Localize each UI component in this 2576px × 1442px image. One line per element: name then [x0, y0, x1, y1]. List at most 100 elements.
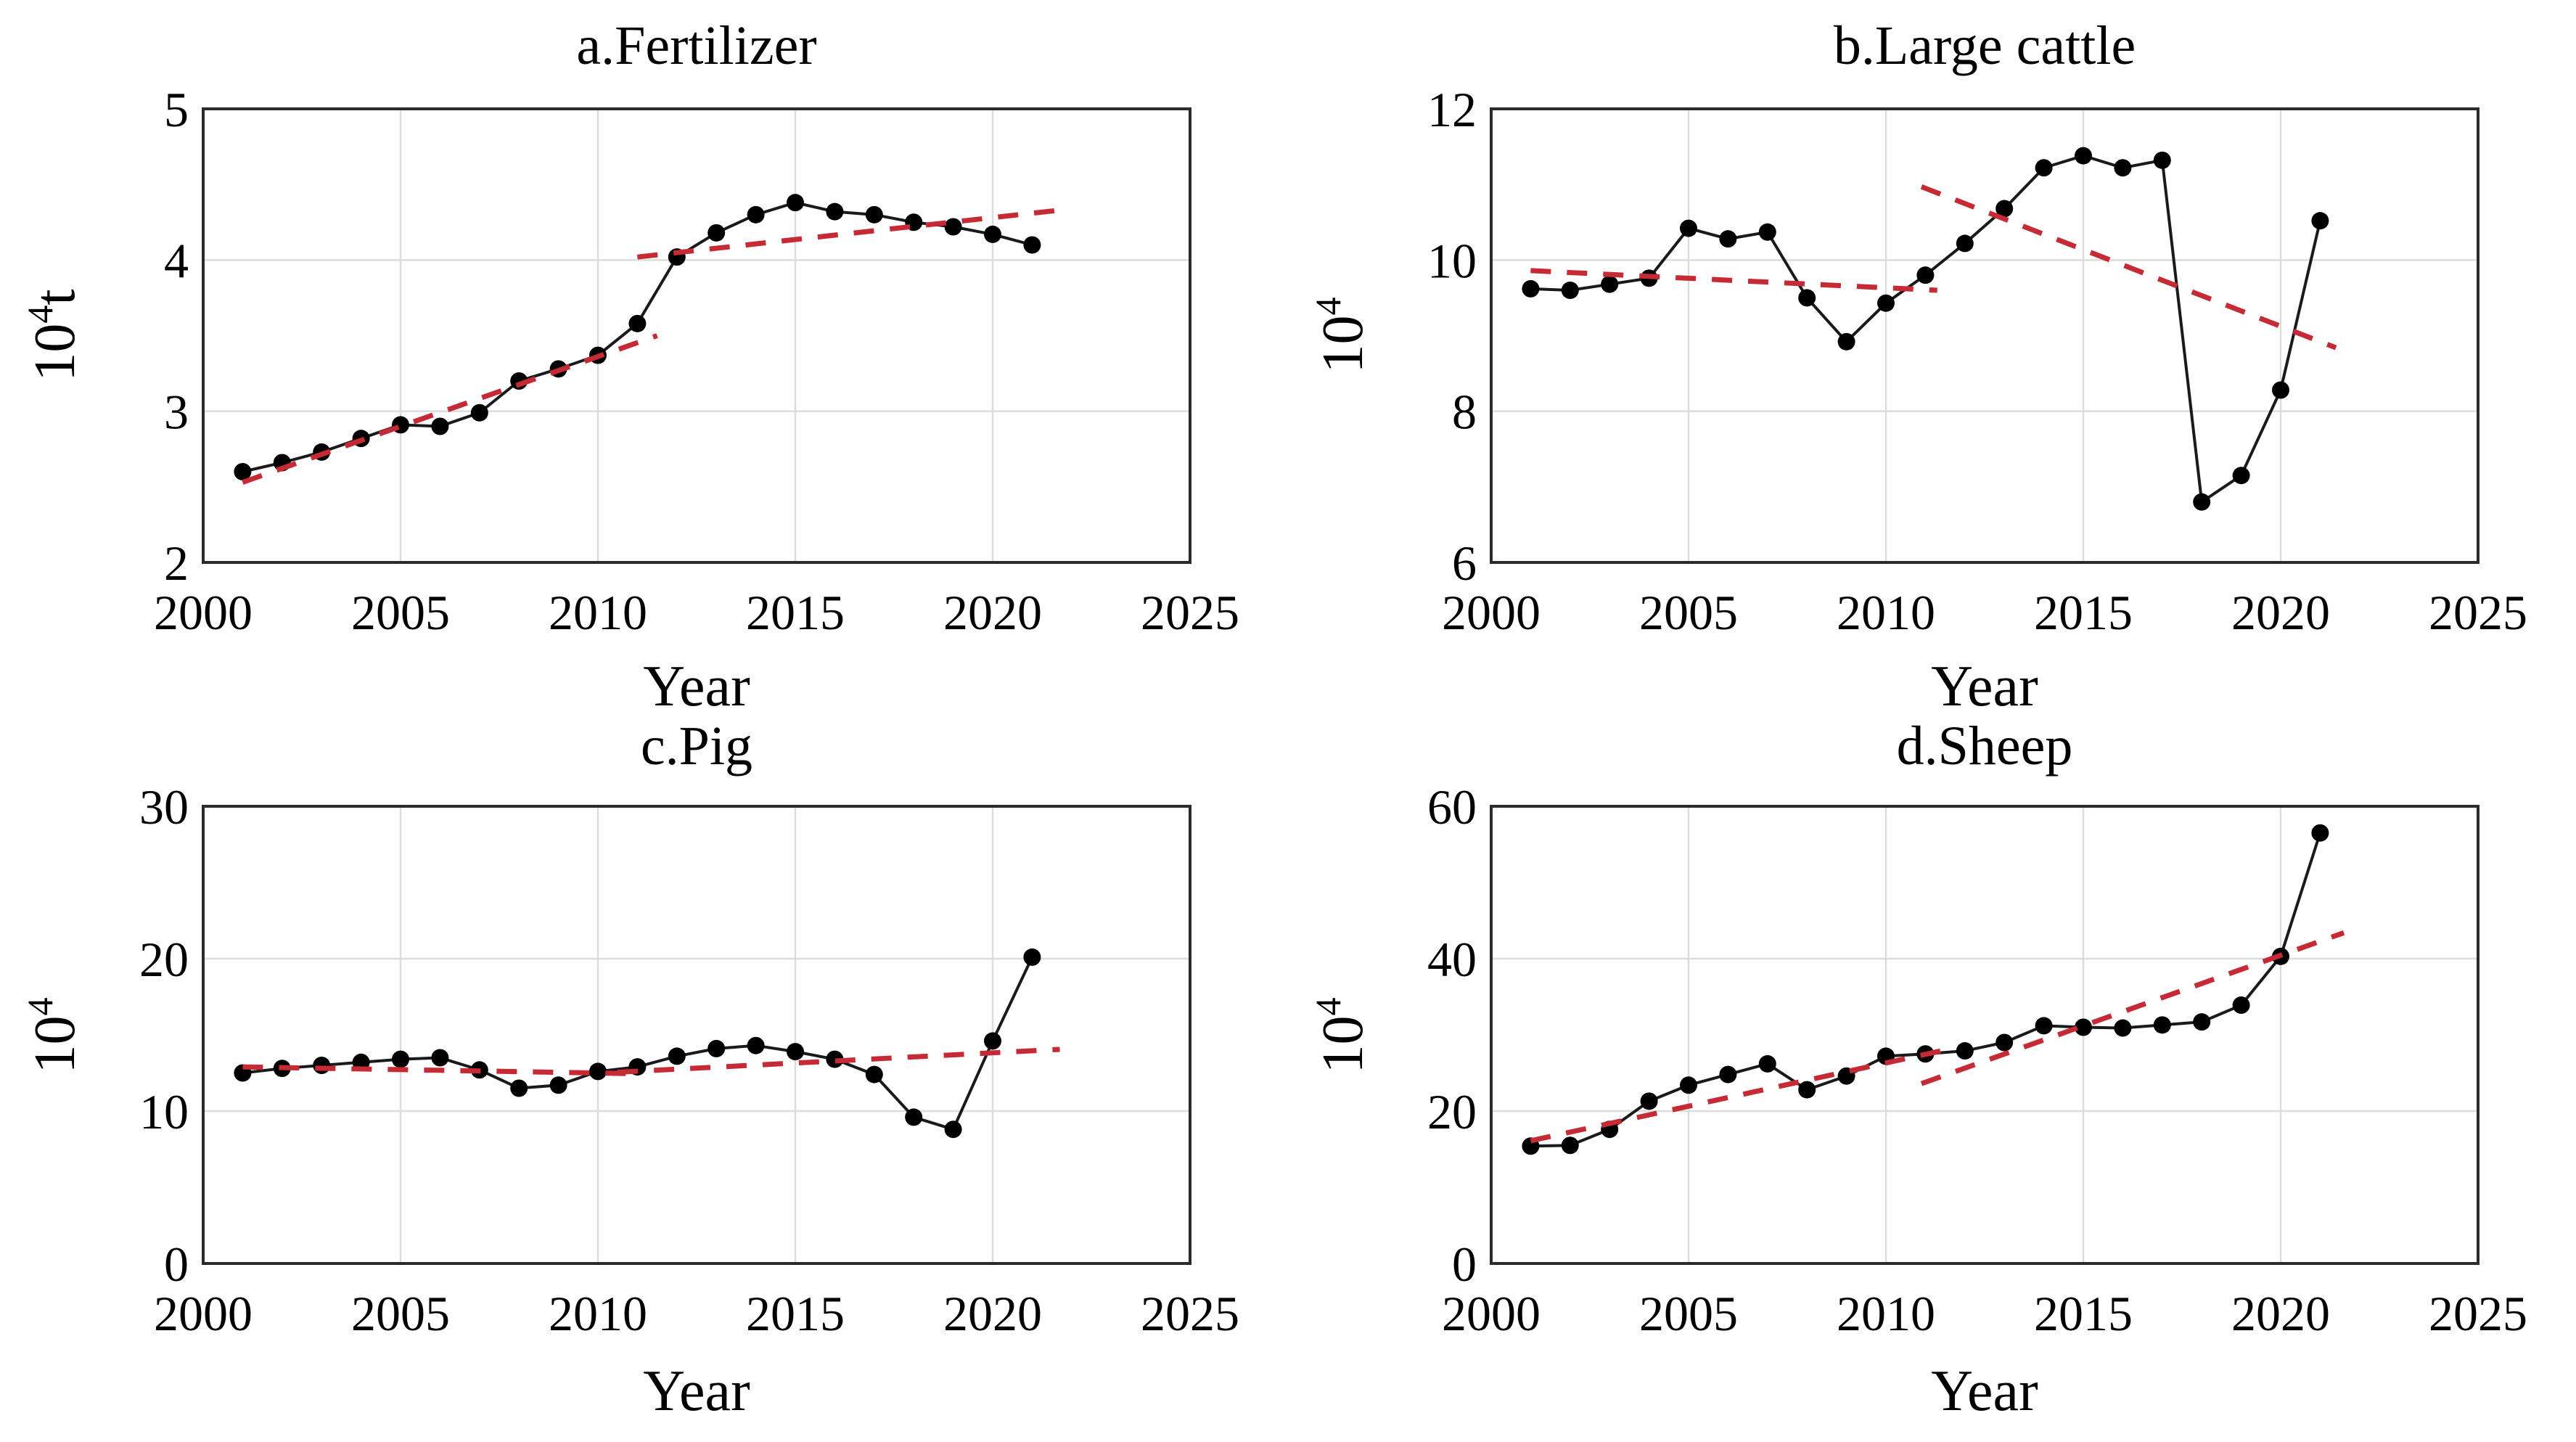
plot-border	[202, 107, 1191, 564]
x-axis-label: Year	[643, 655, 750, 718]
data-line	[242, 956, 1034, 1131]
data-point-marker	[2311, 824, 2329, 842]
data-point-marker	[589, 1062, 607, 1081]
chart-c-canvas: 2000 2005 2010 2015 2020 2025 0 10 20 30 c.Pig Ye…	[20, 721, 1239, 1423]
x-tick-label: 2010	[549, 585, 647, 640]
x-tick-label: 2025	[1141, 1286, 1239, 1341]
plot-border	[202, 805, 1191, 1265]
y-axis-label: 104t	[20, 289, 87, 381]
data-point-marker	[2232, 996, 2250, 1015]
y-axis-unit-exponent: 4	[20, 998, 60, 1016]
data-point-marker	[2153, 1016, 2171, 1034]
x-axis-label: Year	[1931, 1359, 2038, 1423]
data-point-marker	[826, 1050, 844, 1068]
data-point-marker	[1680, 219, 1697, 237]
y-axis-unit-base: 10	[1311, 316, 1375, 374]
plot-border	[1490, 805, 2479, 1265]
x-tick-label: 2010	[1837, 585, 1935, 640]
data-point-marker	[747, 1036, 765, 1054]
data-point-marker	[905, 1108, 923, 1126]
data-point-marker	[1916, 266, 1935, 284]
data-point-marker	[1561, 1136, 1579, 1155]
data-point-marker	[1023, 948, 1041, 966]
x-tick-label: 2015	[2034, 585, 2133, 640]
data-point-marker	[1995, 1033, 2014, 1052]
data-point-marker	[1023, 236, 1041, 254]
y-tick-label: 30	[139, 779, 189, 835]
x-tick-label: 2015	[746, 1286, 845, 1341]
data-point-marker	[2035, 159, 2053, 177]
y-axis-label: 104	[20, 998, 87, 1074]
data-point-marker	[234, 463, 252, 480]
x-tick-label: 2025	[2429, 585, 2527, 640]
y-tick-label: 6	[1452, 536, 1477, 591]
data-point-marker	[1719, 1065, 1737, 1083]
plot-border	[1490, 107, 2479, 564]
x-tick-label: 2000	[154, 585, 253, 640]
x-tick-label: 2000	[1442, 585, 1541, 640]
data-point-marker	[2075, 1018, 2092, 1036]
data-point-marker	[865, 205, 883, 224]
trend-dashed-line	[1920, 930, 2345, 1086]
x-axis-label: Year	[1931, 655, 2038, 718]
data-line	[1530, 154, 2322, 505]
chart-a-plot-area: 2000 2005 2010 2015 2020 2025 2 3 4 5	[154, 82, 1239, 640]
data-point-marker	[2193, 1013, 2211, 1031]
data-point-marker	[1995, 200, 2014, 218]
data-point-marker	[1561, 282, 1579, 299]
data-point-marker	[2114, 1019, 2132, 1037]
x-tick-label: 2025	[2429, 1286, 2527, 1341]
x-tick-label: 2005	[1639, 585, 1738, 640]
y-tick-label: 60	[1427, 779, 1477, 835]
data-point-marker	[392, 1050, 409, 1068]
y-axis-unit-base: 10	[1311, 1016, 1375, 1074]
data-point-marker	[1522, 279, 1540, 298]
data-point-marker	[2232, 467, 2250, 485]
x-tick-label: 2000	[1442, 1286, 1541, 1341]
y-tick-label: 20	[1427, 1084, 1477, 1139]
data-point-marker	[787, 194, 804, 212]
chart-title: a.Fertilizer	[576, 15, 816, 76]
y-tick-label: 2	[164, 536, 189, 591]
x-tick-label: 2005	[1639, 1286, 1738, 1341]
data-point-marker	[470, 403, 488, 422]
x-tick-label: 2020	[943, 585, 1042, 640]
data-point-marker	[1837, 332, 1855, 351]
chart-a-fertilizer: 2000 2005 2010 2015 2020 2025 2 3 4 5 a.Fertilize…	[0, 0, 1288, 721]
y-axis-unit-exponent: 4	[20, 306, 60, 324]
data-point-marker	[1956, 1042, 1974, 1060]
y-axis-label: 104	[1308, 298, 1375, 374]
x-tick-label: 2010	[549, 1286, 647, 1341]
data-point-marker	[944, 1121, 962, 1139]
data-point-marker	[510, 1079, 528, 1097]
trend-dashed-line	[1530, 1048, 1942, 1144]
chart-b-canvas: 2000 2005 2010 2015 2020 2025 6 8 10 12 b.Large c…	[1308, 15, 2527, 718]
data-point-marker	[2193, 493, 2211, 511]
data-point-marker	[1798, 289, 1816, 307]
chart-d-sheep: 2000 2005 2010 2015 2020 2025 0 20 40 60 d.Sheep …	[1288, 721, 2576, 1441]
data-point-marker	[984, 225, 1001, 243]
y-axis-unit-exponent: 4	[1308, 998, 1348, 1016]
chart-d-plot-area: 2000 2005 2010 2015 2020 2025 0 20 40 60	[1427, 779, 2527, 1341]
y-tick-label: 20	[139, 932, 189, 987]
y-tick-label: 5	[164, 82, 189, 137]
data-point-marker	[707, 1039, 726, 1057]
data-point-marker	[628, 314, 647, 332]
data-point-marker	[1601, 275, 1619, 293]
y-axis-unit-suffix: t	[23, 289, 87, 305]
x-tick-label: 2005	[351, 1286, 450, 1341]
x-tick-label: 2025	[1141, 585, 1239, 640]
data-point-marker	[2272, 381, 2289, 399]
data-point-marker	[1680, 1076, 1697, 1094]
data-point-marker	[668, 1047, 686, 1065]
chart-b-large-cattle: 2000 2005 2010 2015 2020 2025 6 8 10 12 b.Large c…	[1288, 0, 2576, 721]
y-tick-label: 40	[1427, 932, 1477, 987]
chart-c-plot-area: 2000 2005 2010 2015 2020 2025 0 10 20 30	[139, 779, 1239, 1341]
y-axis-label: 104	[1308, 998, 1375, 1074]
y-tick-label: 10	[1427, 233, 1477, 288]
chart-title: b.Large cattle	[1834, 15, 2136, 76]
data-point-marker	[2114, 159, 2132, 177]
trend-dashed-line	[1530, 268, 1937, 293]
